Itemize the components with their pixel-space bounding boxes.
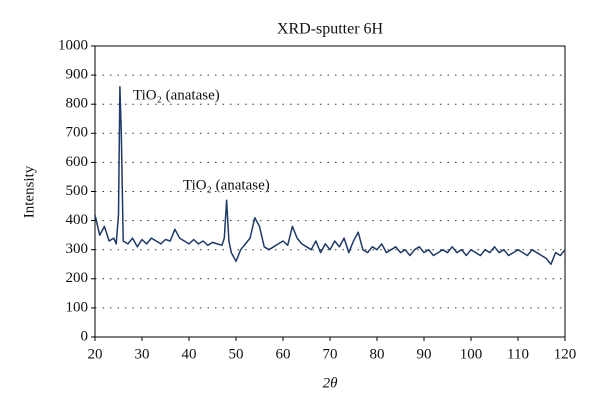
y-tick-label: 300 — [66, 241, 89, 257]
x-tick-label: 30 — [135, 346, 150, 362]
y-tick-label: 600 — [66, 154, 89, 170]
plot-frame — [94, 45, 566, 338]
y-tick-label: 0 — [81, 328, 89, 344]
y-tick-label: 100 — [66, 299, 89, 315]
y-tick-label: 800 — [66, 96, 89, 112]
x-tick-label: 70 — [323, 346, 338, 362]
chart-title: XRD-sputter 6H — [277, 21, 384, 38]
x-tick-label: 100 — [460, 346, 483, 362]
y-tick-label: 400 — [66, 212, 89, 228]
x-tick-label: 40 — [182, 346, 197, 362]
y-axis-label: Intensity — [21, 165, 37, 218]
y-tick-label: 500 — [66, 183, 89, 199]
x-tick-label: 80 — [370, 346, 385, 362]
x-axis-label: 2θ — [323, 375, 339, 391]
y-tick-label: 200 — [66, 270, 89, 286]
x-tick-label: 20 — [88, 346, 103, 362]
x-tick-label: 110 — [507, 346, 529, 362]
y-tick-label: 1000 — [58, 37, 88, 53]
y-tick-label: 900 — [66, 67, 89, 83]
annotation: TiO₂ (anatase) — [133, 87, 220, 103]
x-tick-label: 60 — [276, 346, 291, 362]
x-tick-label: 50 — [229, 346, 244, 362]
annotation: TiO₂ (anatase) — [183, 177, 270, 193]
data-line — [94, 85, 566, 266]
x-tick-label: 120 — [554, 346, 577, 362]
x-tick-label: 90 — [417, 346, 432, 362]
y-tick-label: 700 — [66, 125, 89, 141]
